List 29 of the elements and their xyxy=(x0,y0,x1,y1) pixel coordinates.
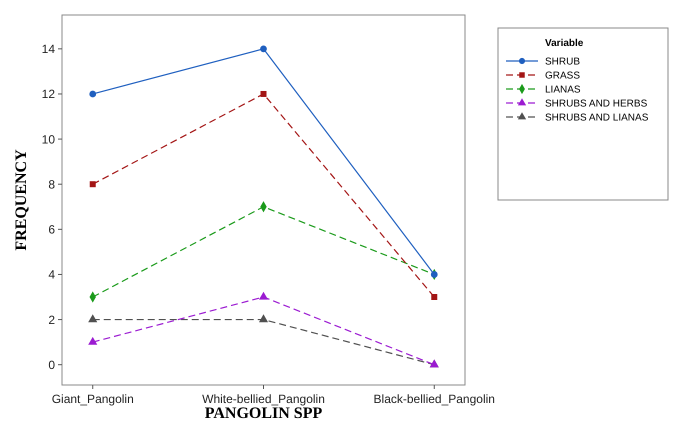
y-tick-label: 6 xyxy=(48,222,56,237)
y-tick-label: 8 xyxy=(48,177,56,192)
legend-label: SHRUBS AND HERBS xyxy=(545,98,648,110)
x-tick-label: White-bellied_Pangolin xyxy=(202,392,325,406)
y-tick-label: 10 xyxy=(42,132,56,146)
x-tick-label: Black-bellied_Pangolin xyxy=(374,392,495,406)
point xyxy=(88,336,98,345)
y-tick-label: 0 xyxy=(48,358,56,372)
y-tick-label: 2 xyxy=(48,312,56,327)
y-tick-label: 12 xyxy=(42,87,56,102)
y-axis-title: FREQUENCY xyxy=(13,148,30,251)
point xyxy=(90,181,96,188)
point xyxy=(258,292,268,300)
point xyxy=(260,45,267,52)
point xyxy=(258,314,268,322)
legend-title: Variable xyxy=(545,38,584,49)
point xyxy=(430,271,438,278)
x-axis-title: PANGOLIN SPP xyxy=(204,405,322,422)
point xyxy=(431,294,438,300)
legend-label: SHRUBS AND LIANAS xyxy=(545,112,649,124)
y-tick-label: 4 xyxy=(48,268,56,282)
y-tick-label: 14 xyxy=(42,42,56,56)
x-tick-label: Giant_Pangolin xyxy=(52,392,134,406)
legend-label: SHRUB xyxy=(545,56,580,68)
legend-label: GRASS xyxy=(545,70,580,82)
point xyxy=(260,90,266,97)
point xyxy=(88,314,98,322)
legend-label: LIANAS xyxy=(545,84,581,96)
point xyxy=(89,90,96,98)
